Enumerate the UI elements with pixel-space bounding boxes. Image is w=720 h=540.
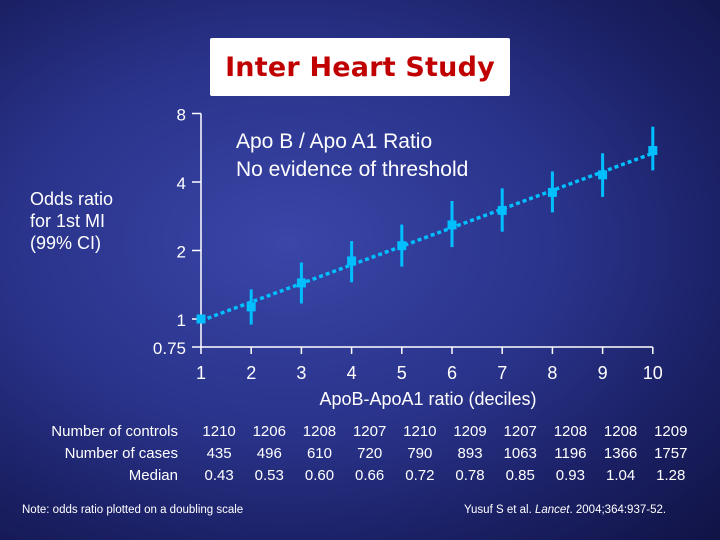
y-axis-label-line: for 1st MI bbox=[30, 211, 106, 231]
table-cell: 435 bbox=[206, 444, 232, 462]
table-row: Number of cases 435 496 610 720 790 893 1063 119… bbox=[14, 442, 696, 464]
data-point bbox=[447, 220, 457, 230]
table-cell: 1209 bbox=[654, 422, 688, 440]
table-cell: 1.28 bbox=[656, 466, 686, 484]
table-cell: 1063 bbox=[503, 444, 537, 462]
page-title: Inter Heart Study bbox=[225, 51, 495, 83]
citation-authors: Yusuf S et al. bbox=[464, 504, 532, 516]
citation-separator: . bbox=[569, 504, 576, 516]
y-tick-label: 1 bbox=[177, 311, 186, 330]
x-tick-label: 6 bbox=[447, 363, 457, 383]
table-cell: 0.78 bbox=[455, 466, 485, 484]
x-tick-label: 8 bbox=[547, 363, 557, 383]
data-point bbox=[196, 314, 206, 324]
table-cell: 1196 bbox=[554, 444, 587, 462]
chart-annotation: Apo B / Apo A1 Ratio No evidence of thre… bbox=[236, 128, 468, 184]
table-cell: 1207 bbox=[352, 422, 387, 440]
table-cell: 1210 bbox=[403, 422, 437, 440]
y-axis-label: Odds ratio for 1st MI (99% CI) bbox=[30, 188, 170, 254]
footer-note: Note: odds ratio plotted on a doubling s… bbox=[22, 504, 244, 516]
table-cell: 610 bbox=[306, 444, 332, 462]
table-cell: 1206 bbox=[252, 422, 286, 440]
counts-table: Number of controls 1210 1206 1208 1207 1210 12… bbox=[14, 420, 696, 486]
table-cell: 496 bbox=[256, 444, 282, 462]
x-tick-label: 5 bbox=[397, 363, 407, 383]
table-cell: 1208 bbox=[603, 422, 638, 440]
data-point bbox=[397, 241, 407, 251]
table-cell: 1207 bbox=[503, 422, 537, 440]
y-tick-label: 8 bbox=[177, 106, 186, 125]
y-tick-label: 2 bbox=[177, 243, 186, 262]
table-cell: 720 bbox=[357, 444, 383, 462]
table-cell: 0.66 bbox=[355, 466, 385, 484]
y-axis-label-line: (99% CI) bbox=[30, 233, 102, 253]
table-cell: 1.04 bbox=[605, 466, 636, 484]
table-row: Number of controls 1210 1206 1208 1207 1210 12… bbox=[14, 420, 696, 442]
table-cell: 893 bbox=[457, 444, 483, 462]
x-tick-label: 7 bbox=[497, 363, 507, 383]
table-cell: 790 bbox=[407, 444, 433, 462]
y-tick-label: 0.75 bbox=[153, 339, 186, 358]
table-cell: 1210 bbox=[202, 422, 236, 440]
table-cell: 1757 bbox=[654, 444, 688, 462]
data-marks bbox=[196, 126, 658, 325]
table-cell: 0.43 bbox=[204, 466, 234, 484]
title-box: Inter Heart Study bbox=[210, 38, 510, 96]
table-row-label: Number of controls bbox=[51, 422, 178, 440]
footer-citation: Yusuf S et al. Lancet. 2004;364:937-52. bbox=[464, 504, 666, 516]
annotation-line-2: No evidence of threshold bbox=[236, 158, 469, 181]
table-cell: 0.53 bbox=[254, 466, 284, 484]
table-cell: 0.85 bbox=[505, 466, 535, 484]
data-point bbox=[347, 256, 357, 266]
x-tick-label: 3 bbox=[296, 363, 306, 383]
table-cell: 0.72 bbox=[405, 466, 435, 484]
y-tick-label: 4 bbox=[177, 174, 186, 193]
table-cell: 0.60 bbox=[304, 466, 335, 484]
citation-journal: Lancet bbox=[534, 504, 570, 516]
table-cell: 1209 bbox=[453, 422, 487, 440]
y-axis-label-line: Odds ratio bbox=[30, 189, 114, 209]
data-point bbox=[598, 170, 608, 180]
table-cell: 1208 bbox=[302, 422, 337, 440]
table-row-label: Number of cases bbox=[64, 444, 178, 462]
table-row-label: Median bbox=[128, 466, 178, 484]
annotation-line-1: Apo B / Apo A1 Ratio bbox=[236, 130, 433, 153]
x-tick-label: 4 bbox=[347, 363, 357, 383]
table-cell: 0.93 bbox=[555, 466, 585, 484]
x-tick-label: 10 bbox=[643, 363, 663, 383]
trend-line bbox=[200, 151, 654, 323]
x-tick-label: 9 bbox=[598, 363, 608, 383]
table-cell: 1208 bbox=[553, 422, 588, 440]
table-cell: 1366 bbox=[603, 444, 638, 462]
x-tick-label: 2 bbox=[246, 363, 256, 383]
x-tick-label: 1 bbox=[196, 363, 206, 383]
data-point bbox=[296, 278, 306, 288]
data-point bbox=[246, 302, 256, 312]
table-row: Median 0.43 0.53 0.60 0.66 0.72 0.78 0.85 0.93 1.… bbox=[14, 464, 696, 486]
data-point bbox=[497, 205, 507, 215]
trend-line-group bbox=[200, 151, 654, 323]
x-axis-label: ApoB-ApoA1 ratio (deciles) bbox=[319, 389, 536, 409]
citation-details: 2004;364:937-52. bbox=[575, 504, 667, 516]
data-point bbox=[648, 146, 658, 156]
data-point bbox=[547, 187, 557, 197]
